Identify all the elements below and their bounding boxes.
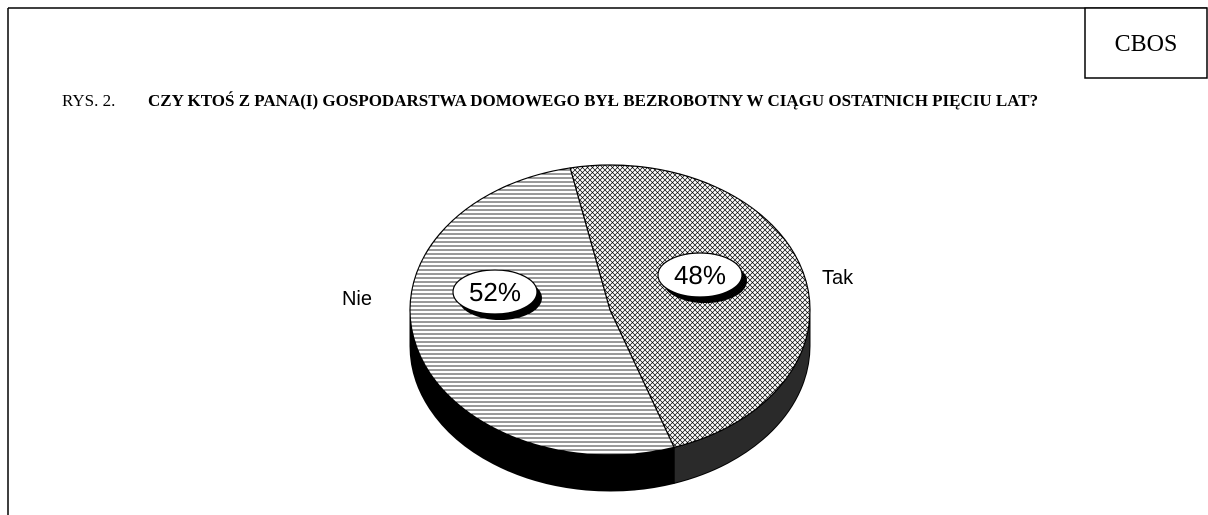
label-bubble — [657, 252, 743, 298]
heading: RYS. 2. CZY KTOŚ Z PANA(I) GOSPODARSTWA D… — [62, 88, 1158, 114]
source-box — [1084, 7, 1208, 79]
category-label: Tak — [822, 267, 854, 289]
category-label: Nie — [342, 288, 372, 310]
figure-label: RYS. 2. — [62, 91, 116, 110]
pie-slice — [409, 167, 675, 456]
data-label: 48% — [674, 260, 726, 290]
label-bubble — [452, 269, 538, 315]
source: CBOS — [1115, 31, 1178, 57]
pie: 48% Tak 52% Nie — [342, 164, 854, 492]
data-label: 52% — [469, 277, 521, 307]
chart-title: CZY KTOŚ Z PANA(I) GOSPODARSTWA DOMOWEGO… — [148, 91, 1039, 110]
pie-slice — [569, 164, 811, 449]
